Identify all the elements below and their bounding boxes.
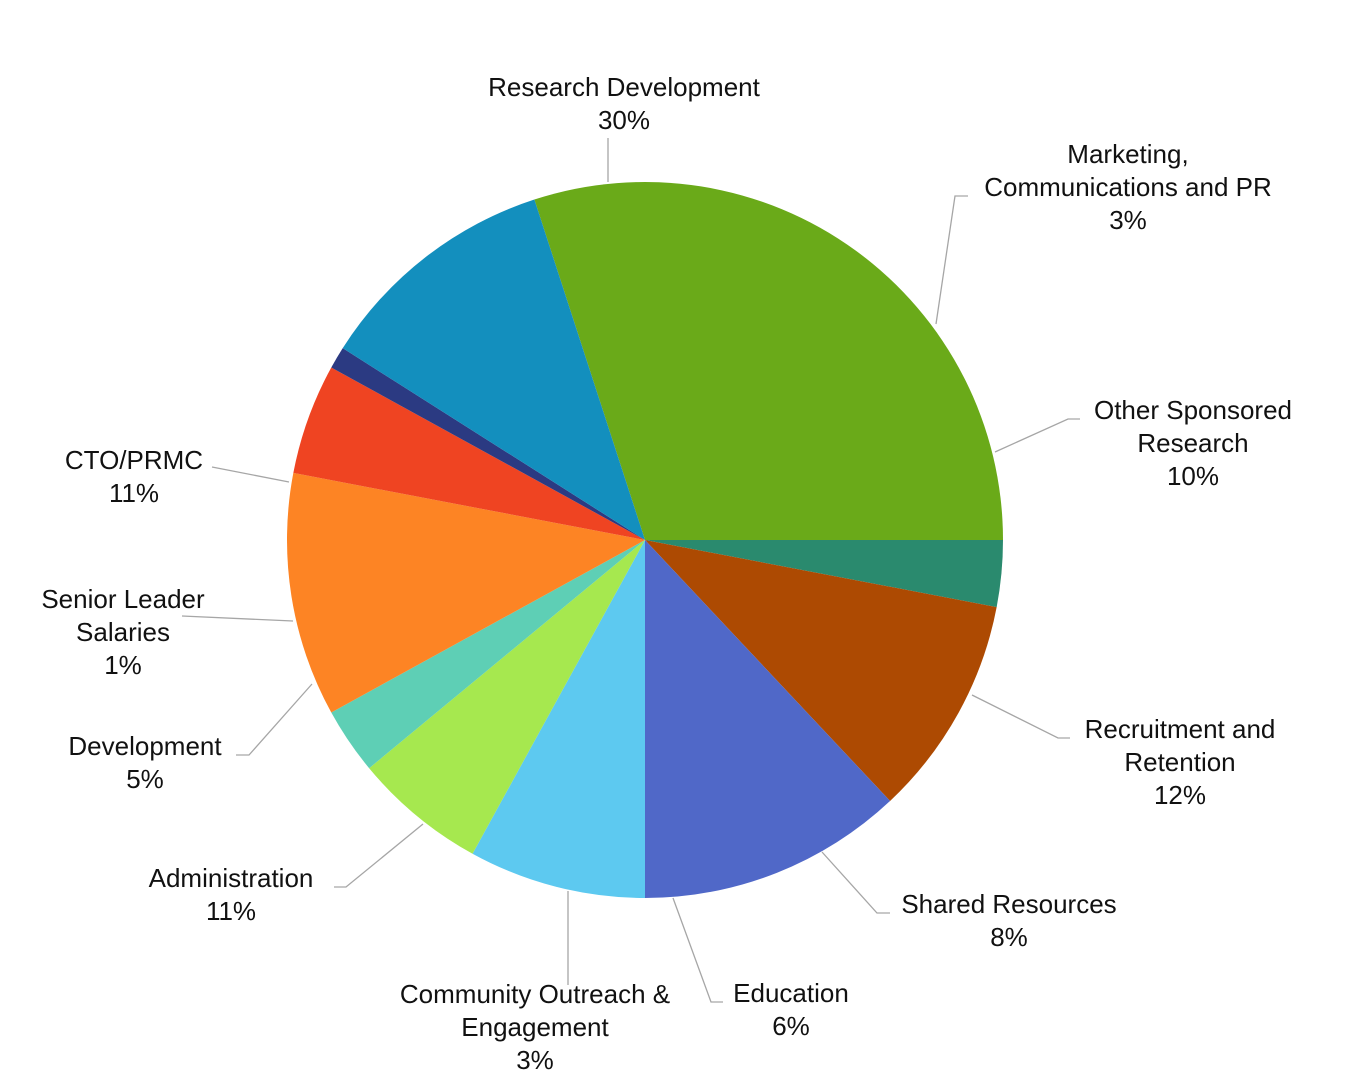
data-label-percent: 3%	[1109, 205, 1147, 235]
data-label-percent: 11%	[206, 896, 256, 926]
data-label-name-line: Engagement	[461, 1012, 609, 1042]
slices-layer	[286, 181, 1003, 898]
data-label-other-sponsored-research: Other Sponsored Research 10%	[1094, 395, 1292, 491]
leader-line-senior-leader-salaries	[181, 615, 294, 622]
data-label-percent: 11%	[109, 478, 159, 508]
data-label-name-line: Administration	[149, 863, 314, 893]
leader-line-other-sponsored-research	[994, 418, 1080, 453]
pie-slice-marketing-communications-and-pr	[645, 540, 1003, 608]
leader-line-cto-prmc	[211, 466, 290, 483]
data-label-name-line: Communications and PR	[984, 172, 1272, 202]
data-label-name-line: Salaries	[76, 617, 170, 647]
data-label-shared-resources: Shared Resources 8%	[901, 889, 1116, 952]
data-label-administration: Administration 11%	[149, 863, 314, 926]
leader-line-education	[672, 897, 723, 1003]
leader-line-recruitment-and-retention	[971, 694, 1070, 739]
data-label-name-line: Education	[733, 978, 849, 1008]
data-label-name-line: Retention	[1124, 747, 1235, 777]
pie-slice-development	[293, 367, 645, 540]
leader-line-administration	[334, 823, 424, 888]
pie-slice-administration	[286, 472, 645, 713]
data-label-name-line: Development	[68, 731, 222, 761]
pie-slice-other-sponsored-research	[645, 540, 997, 801]
leader-line-marketing-communications-and-pr	[935, 195, 968, 325]
labels-layer: Research Development 30%Marketing, Communi…	[41, 72, 1292, 1075]
data-label-name-line: Research Development	[488, 72, 760, 102]
data-label-percent: 10%	[1167, 461, 1219, 491]
data-label-name-line: Other Sponsored	[1094, 395, 1292, 425]
pie-slice-community-outreach-and-engagement	[331, 540, 645, 769]
pie-slice-education	[369, 540, 645, 854]
data-label-percent: 1%	[104, 650, 142, 680]
data-label-development: Development 5%	[68, 731, 222, 794]
pie-slice-cto-prmc	[342, 199, 645, 540]
leader-lines-layer	[181, 138, 1080, 1003]
data-label-percent: 5%	[126, 764, 164, 794]
data-label-name-line: Community Outreach &	[400, 979, 670, 1009]
pie-slice-research-development	[534, 181, 1003, 540]
data-label-name-line: Senior Leader	[41, 584, 205, 614]
pie-slice-senior-leader-salaries	[331, 348, 645, 540]
data-label-percent: 30%	[598, 105, 650, 135]
data-label-community-outreach-and-engagement: Community Outreach & Engagement 3%	[400, 979, 670, 1075]
data-label-recruitment-and-retention: Recruitment and Retention 12%	[1085, 714, 1276, 810]
data-label-marketing-communications-and-pr: Marketing, Communications and PR 3%	[984, 139, 1272, 235]
data-label-name-line: Recruitment and	[1085, 714, 1276, 744]
data-label-percent: 3%	[516, 1045, 554, 1075]
data-label-cto-prmc: CTO/PRMC 11%	[65, 445, 203, 508]
data-label-name-line: CTO/PRMC	[65, 445, 203, 475]
data-label-research-development: Research Development 30%	[488, 72, 760, 135]
data-label-senior-leader-salaries: Senior Leader Salaries 1%	[41, 584, 205, 680]
data-label-percent: 12%	[1154, 780, 1206, 810]
leader-line-development	[236, 683, 313, 756]
data-label-education: Education 6%	[733, 978, 849, 1041]
data-label-name-line: Marketing,	[1067, 139, 1188, 169]
data-label-name-line: Research	[1137, 428, 1248, 458]
pie-slice-shared-resources	[472, 540, 645, 898]
data-label-name-line: Shared Resources	[901, 889, 1116, 919]
pie-slice-recruitment-and-retention	[645, 540, 891, 898]
leader-line-shared-resources	[821, 851, 890, 914]
data-label-percent: 8%	[990, 922, 1028, 952]
data-label-percent: 6%	[772, 1011, 810, 1041]
